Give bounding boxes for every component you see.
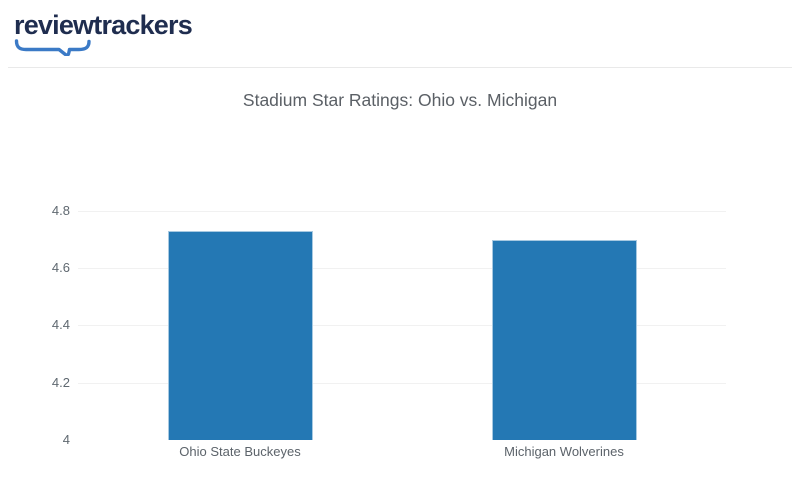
y-axis-tick-label: 4 — [62, 432, 70, 447]
logo-wordmark: reviewtrackers — [14, 10, 193, 40]
bar-ohio-state-buckeyes[interactable] — [168, 231, 313, 440]
gridline — [78, 383, 726, 384]
logo-speech-bubble-icon — [14, 39, 91, 56]
x-axis-category-label: Michigan Wolverines — [504, 444, 624, 459]
gridline — [78, 211, 726, 212]
header-divider — [8, 67, 792, 68]
y-axis-tick-label: 4.6 — [51, 260, 70, 275]
y-axis-tick-label: 4.2 — [51, 375, 70, 390]
gridline — [78, 268, 726, 269]
gridline — [78, 325, 726, 326]
x-axis-category-label: Ohio State Buckeyes — [179, 444, 301, 459]
y-axis-tick-label: 4.8 — [51, 203, 70, 218]
chart-title: Stadium Star Ratings: Ohio vs. Michigan — [242, 90, 558, 110]
plot-area: 4 4.2 4.4 4.6 4.8 Ohio State Buckeyes Michigan… — [52, 203, 726, 459]
y-axis-tick-label: 4.4 — [51, 317, 70, 332]
bar-michigan-wolverines[interactable] — [492, 240, 637, 440]
reviewtrackers-logo[interactable]: reviewtrackers — [14, 10, 193, 56]
